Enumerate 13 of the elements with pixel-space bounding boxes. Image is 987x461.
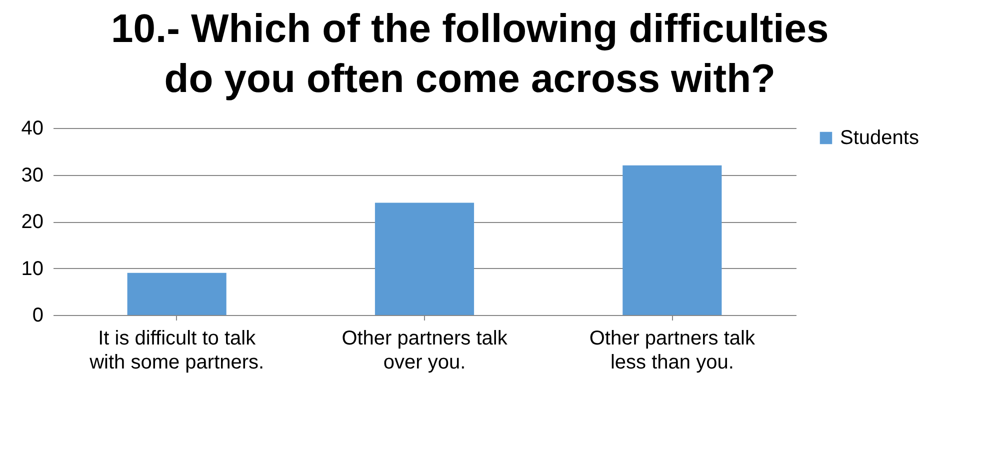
bar xyxy=(622,165,722,315)
x-tick-label: Other partners talk over you. xyxy=(342,328,508,374)
y-tick-label: 0 xyxy=(32,304,44,326)
legend-label: Students xyxy=(840,127,919,149)
y-tick-label: 40 xyxy=(21,118,44,140)
bar xyxy=(374,202,474,315)
y-tick-label: 10 xyxy=(21,258,44,280)
x-tick-label: Other partners talk less than you. xyxy=(589,328,756,374)
bar xyxy=(127,272,226,315)
x-tick-label: It is difficult to talk with some partners. xyxy=(88,328,264,374)
chart-title: 10.- Which of the following difficulties do you often come across with? xyxy=(110,7,829,101)
y-tick-label: 30 xyxy=(21,164,44,186)
y-tick-label: 20 xyxy=(21,211,44,233)
